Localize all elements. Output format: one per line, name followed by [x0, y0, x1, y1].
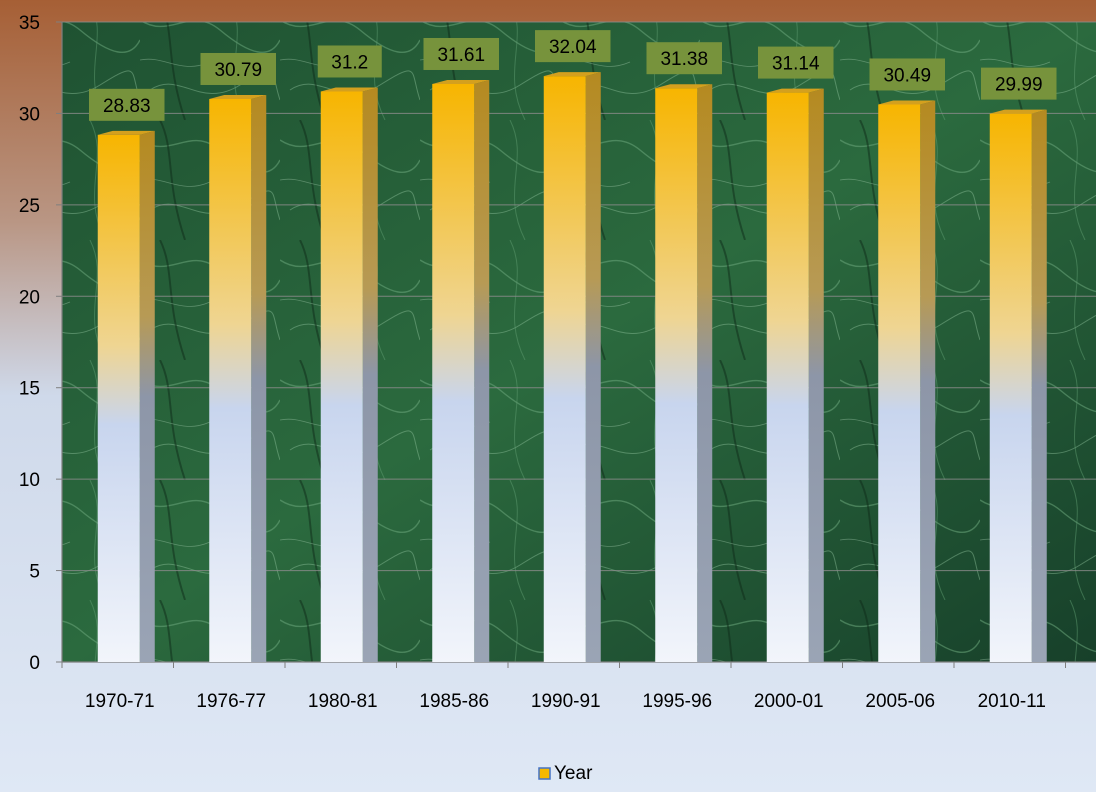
data-label-box	[981, 67, 1057, 100]
data-labels: 28.83 30.79 31.2 31.61 32.04 31.38 31.14 30.49 2…	[89, 30, 1057, 121]
bar-top	[97, 130, 155, 135]
data-label: 30.79	[214, 60, 262, 81]
bar-side	[139, 130, 155, 662]
data-label: 29.99	[995, 75, 1043, 96]
y-tick-label: 25	[19, 196, 40, 217]
bar-top	[543, 72, 601, 77]
data-label-box	[317, 45, 382, 78]
data-label: 30.49	[883, 65, 931, 86]
bar-side	[697, 84, 713, 663]
bar	[766, 92, 809, 662]
data-label: 32.04	[549, 37, 597, 58]
data-label: 28.83	[103, 96, 151, 117]
data-label: 31.14	[772, 54, 820, 75]
bar	[989, 113, 1032, 662]
x-tick-label: 2000-01	[754, 691, 824, 712]
x-tick-label: 1980-81	[308, 691, 378, 712]
bar	[878, 104, 921, 663]
bar-side	[474, 79, 490, 662]
data-label-box	[646, 42, 722, 75]
bar	[97, 134, 140, 662]
bar	[655, 88, 698, 663]
y-tick-label: 20	[19, 287, 40, 308]
bar	[209, 98, 252, 663]
bar-top	[878, 100, 936, 105]
data-label-box	[758, 46, 834, 79]
data-label: 31.61	[437, 45, 485, 66]
bar-side	[1031, 109, 1047, 662]
bar	[432, 83, 475, 662]
bar-side	[808, 88, 824, 662]
x-tick-label: 1976-77	[196, 691, 266, 712]
bar-top	[989, 109, 1047, 114]
bar-top	[432, 79, 490, 84]
x-tick-label: 1990-91	[531, 691, 601, 712]
bars	[97, 72, 1047, 663]
data-label-box	[89, 88, 165, 121]
legend-label-year: Year	[554, 763, 593, 784]
bar-side	[920, 100, 936, 663]
y-tick-label: 15	[19, 379, 40, 400]
legend-swatch-year	[538, 767, 551, 780]
bar	[543, 76, 586, 662]
y-tick-label: 35	[19, 13, 40, 34]
y-tick-label: 0	[29, 653, 40, 674]
data-label: 31.2	[331, 52, 368, 73]
legend: Year	[538, 763, 593, 784]
data-label-box	[869, 58, 945, 91]
x-tick-label: 2010-11	[978, 691, 1046, 712]
bar-top	[320, 87, 378, 92]
data-label-box	[200, 52, 276, 85]
bar-top	[766, 88, 824, 93]
bar-top	[655, 84, 713, 89]
x-tick-label: 2005-06	[865, 691, 935, 712]
data-label-box	[423, 37, 499, 70]
y-tick-label: 5	[29, 562, 40, 583]
data-label-box	[535, 30, 611, 63]
x-tick-label: 1995-96	[642, 691, 712, 712]
x-tick-label: 1985-86	[419, 691, 489, 712]
bar-side	[585, 72, 601, 662]
bar-side	[362, 87, 378, 662]
bar	[320, 91, 363, 662]
data-label: 31.38	[660, 49, 708, 70]
x-tick-label: 1970-71	[85, 691, 155, 712]
bar-side	[251, 94, 267, 663]
bar-top	[209, 94, 267, 99]
y-tick-label: 10	[19, 470, 40, 491]
y-tick-label: 30	[19, 104, 40, 125]
